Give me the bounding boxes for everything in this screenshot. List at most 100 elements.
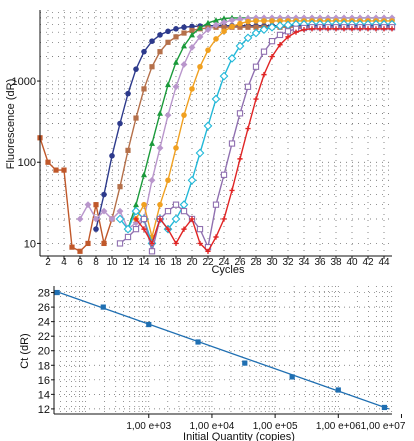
plot1-point: [173, 26, 179, 32]
plot1-point: [180, 207, 188, 215]
plot1-point: [117, 184, 123, 190]
plot1-point: [213, 17, 219, 23]
plot1-point: [253, 96, 259, 102]
plot1-point: [268, 14, 276, 22]
plot1-point: [221, 216, 227, 222]
plot1-point: [125, 147, 131, 153]
plot1-point: [228, 140, 236, 147]
plot1-point: [165, 226, 171, 232]
plot1-point: [108, 215, 116, 223]
plot1-point: [131, 206, 141, 216]
plot2-ytick-label: 24: [38, 317, 50, 329]
plot2-xtick-label: 1,00 e+06: [316, 421, 361, 432]
plot1-point: [85, 240, 91, 247]
plot1-point: [317, 26, 323, 32]
plot1-point: [221, 15, 227, 21]
plot2-ytick-label: 16: [38, 375, 50, 387]
plot1-point: [172, 201, 180, 208]
plot1-point: [156, 144, 164, 152]
plot1-point: [300, 14, 308, 22]
plot1-point: [171, 214, 181, 224]
plot2-ytick-label: 12: [38, 404, 50, 416]
plot2-point: [381, 404, 388, 411]
plot1-point: [341, 26, 347, 32]
plot1-point: [181, 30, 187, 36]
plot1-point: [157, 201, 163, 208]
plot1-point: [324, 14, 332, 22]
plot1-point: [101, 240, 107, 247]
plot1-point: [141, 86, 147, 92]
plot1-point: [148, 248, 156, 255]
plot1-point: [261, 72, 267, 78]
plot2-ytick-label: 28: [38, 288, 50, 300]
plot1-series: [37, 14, 397, 255]
plot1-point: [141, 171, 147, 178]
plot2-point: [54, 289, 60, 296]
plot1-point: [356, 14, 364, 22]
plot1-xtick-label: 20: [186, 257, 198, 268]
plot1-point: [261, 18, 267, 24]
plot1-point: [243, 33, 253, 43]
plot2-xtick-label: 1,00 e+05: [253, 421, 298, 432]
plot2-xtick-label: 1,00 e+03: [126, 421, 171, 432]
plot1-point: [332, 14, 340, 22]
plot1-point: [269, 18, 275, 24]
plot1-point: [349, 26, 355, 32]
plot1-point: [197, 63, 203, 70]
plot1-point: [149, 240, 155, 247]
plot1-point: [189, 86, 195, 92]
plot1-point: [141, 201, 147, 208]
plot1-series-3: [109, 24, 395, 222]
plot1-point: [235, 41, 245, 51]
plot1-point: [133, 216, 139, 222]
plot1-xtick-label: 32: [282, 257, 294, 268]
plot1-xtick-label: 10: [106, 257, 118, 268]
plot1-point: [116, 240, 124, 247]
plot1-point: [141, 48, 147, 55]
plot1-point: [276, 31, 284, 39]
plot1-point: [309, 26, 315, 32]
plot1-point: [228, 16, 236, 24]
plot1-point: [157, 216, 163, 222]
plot1-point: [237, 156, 243, 162]
plot1-point: [365, 26, 371, 32]
plot1-point: [380, 14, 388, 22]
plot1-xtick-label: 12: [122, 257, 134, 268]
plot1-point: [157, 32, 163, 38]
plot1-point: [211, 94, 221, 104]
plot1-point: [132, 225, 140, 233]
plot1-point: [325, 26, 331, 32]
plot1-point: [133, 66, 139, 72]
plot1-series-line: [119, 23, 392, 246]
plot1-point: [203, 121, 213, 131]
plot1-point: [204, 26, 212, 34]
plot1-xtick-label: 26: [234, 257, 246, 268]
plot1-point: [229, 23, 235, 30]
plot2-fit-line: [55, 290, 390, 410]
plot1-point: [140, 215, 148, 223]
plot1-point: [195, 148, 205, 158]
plot1-point: [124, 233, 132, 241]
plot1-point: [172, 83, 180, 91]
plot1-point: [165, 28, 171, 35]
plot1-xtick-label: 16: [154, 257, 166, 268]
plot1-point: [181, 112, 187, 118]
plot1-point: [92, 215, 100, 223]
plot1-point: [269, 54, 275, 60]
plot2-ticks: 1,00 e+03 1,00 e+04 1,00 e+05 1,00 e+06 1,00…: [38, 288, 406, 432]
plot1-point: [53, 167, 59, 173]
plot1-point: [259, 25, 269, 34]
plot1-point: [293, 29, 299, 35]
plot1-point: [340, 14, 348, 22]
plot1-point: [157, 110, 163, 116]
plot1-point: [276, 14, 284, 22]
plot2-point: [242, 360, 248, 366]
plot1-point: [77, 248, 83, 254]
plot1-point: [236, 15, 244, 23]
plot1-point: [61, 167, 67, 173]
plot1-point: [165, 177, 171, 184]
plot1-xtick-label: 38: [330, 257, 342, 268]
plot1-point: [245, 125, 251, 132]
plot1-point: [389, 26, 395, 32]
